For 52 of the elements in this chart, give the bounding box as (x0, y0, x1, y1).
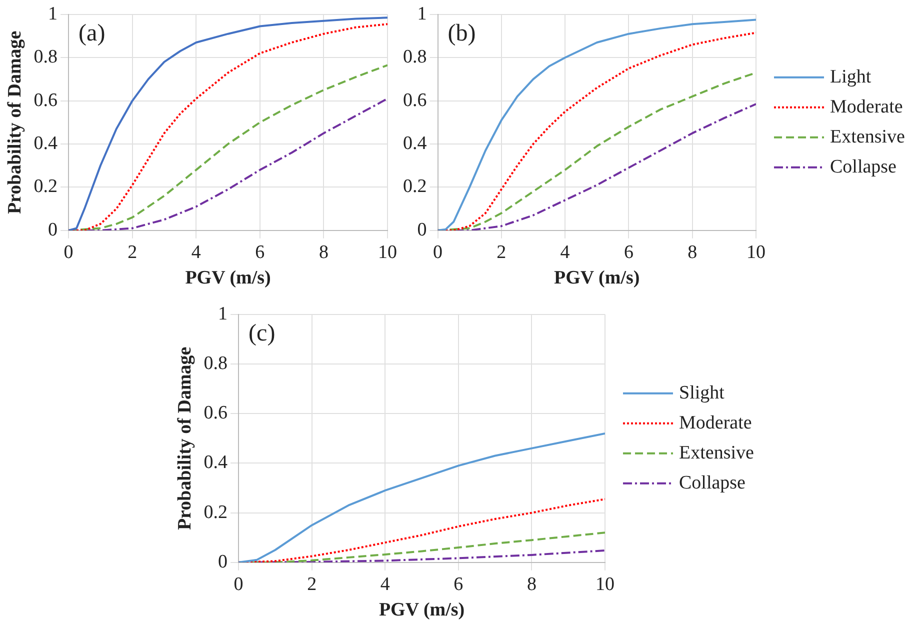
x-tick-label: 0 (433, 242, 442, 263)
y-tick-label: 1 (417, 3, 427, 24)
legend-label: Light (830, 66, 872, 88)
x-tick-label: 2 (307, 574, 317, 595)
y-tick-label: 0.2 (403, 176, 427, 198)
y-axis-title: Probability of Damage (174, 346, 196, 530)
x-tick-label: 8 (318, 242, 328, 263)
x-axis-title: PGV (m/s) (378, 600, 465, 621)
x-tick-label: 0 (64, 242, 74, 263)
y-tick-label: 0.6 (204, 402, 228, 424)
x-tick-label: 6 (454, 574, 464, 595)
y-axis-title: Probability of Damage (4, 30, 26, 214)
legend-label: Slight (679, 382, 726, 404)
x-tick-label: 4 (191, 242, 202, 263)
y-tick-label: 0.4 (403, 132, 428, 154)
x-tick-label: 8 (688, 242, 698, 263)
legend-label: Collapse (679, 472, 746, 494)
y-tick-label: 0.4 (34, 132, 58, 154)
y-tick-label: 0.6 (403, 90, 427, 111)
legend-label: Extensive (830, 126, 905, 148)
y-tick-label: 0.8 (204, 352, 228, 374)
legend-label: Extensive (679, 442, 754, 464)
y-tick-label: 0.6 (34, 90, 58, 111)
x-tick-label: 2 (496, 242, 506, 263)
x-tick-label: 2 (128, 242, 138, 263)
annotation: (c) (248, 320, 276, 347)
x-tick-label: 0 (234, 574, 244, 595)
y-tick-label: 0 (218, 551, 228, 572)
x-tick-label: 6 (255, 242, 265, 263)
annotation: (a) (78, 20, 106, 47)
y-tick-label: 0.8 (403, 46, 427, 68)
y-tick-label: 0 (417, 219, 427, 240)
x-tick-label: 10 (596, 574, 614, 595)
legend-label: Moderate (830, 96, 903, 118)
legend-label: Collapse (830, 156, 896, 178)
y-tick-label: 0.4 (204, 452, 228, 474)
x-tick-label: 4 (380, 574, 390, 595)
x-tick-label: 8 (526, 574, 536, 595)
x-axis-title: PGV (m/s) (554, 268, 640, 289)
y-tick-label: 0.2 (34, 176, 58, 198)
x-tick-label: 10 (746, 242, 766, 263)
legend-label: Moderate (679, 412, 752, 434)
x-tick-label: 10 (378, 242, 397, 263)
y-tick-label: 0.2 (204, 502, 228, 523)
y-tick-label: 0 (48, 219, 58, 240)
x-tick-label: 6 (624, 242, 634, 263)
x-axis-title: PGV (m/s) (185, 268, 271, 289)
x-tick-label: 4 (560, 242, 570, 263)
y-tick-label: 0.8 (34, 46, 58, 68)
annotation: (b) (448, 20, 476, 47)
y-tick-label: 1 (218, 303, 228, 324)
y-tick-label: 1 (48, 3, 58, 24)
